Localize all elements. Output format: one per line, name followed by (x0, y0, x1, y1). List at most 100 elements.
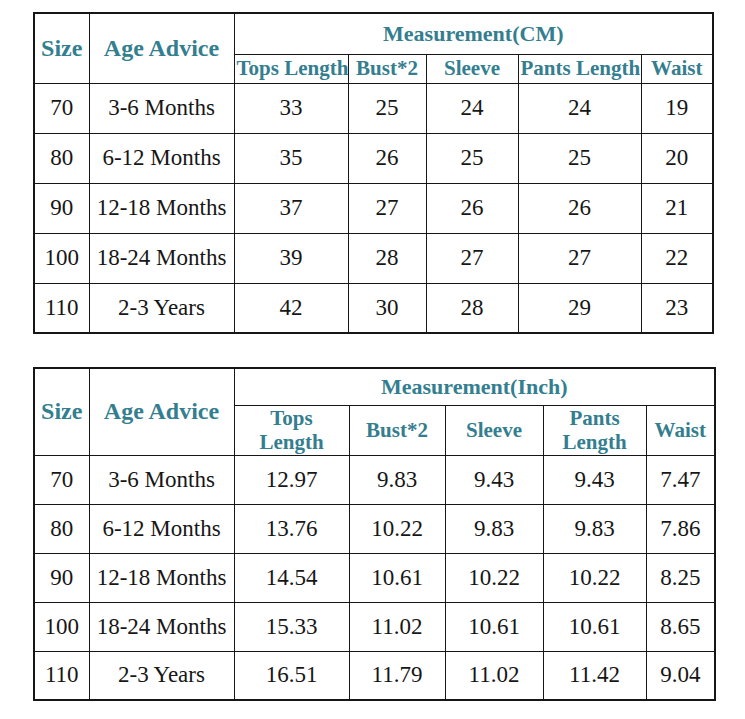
table-header: SizeAge AdviceMeasurement(Inch)Tops Leng… (34, 368, 715, 455)
value-cell: 27 (348, 183, 426, 233)
value-cell: 9.04 (646, 651, 715, 700)
column-header-tops-length: Tops Length (234, 54, 348, 83)
table-row: 806-12 Months3526252520 (34, 133, 713, 183)
age-cell: 2-3 Years (89, 651, 234, 700)
measurement-header: Measurement(Inch) (234, 368, 715, 405)
age-cell: 2-3 Years (89, 283, 234, 333)
table-row: 1102-3 Years4230282923 (34, 283, 713, 333)
table-body: 703-6 Months3325242419806-12 Months35262… (34, 83, 713, 333)
value-cell: 27 (518, 233, 641, 283)
value-cell: 26 (348, 133, 426, 183)
size-chart-page: SizeAge AdviceMeasurement(CM)Tops Length… (0, 0, 745, 719)
value-cell: 8.25 (646, 553, 715, 602)
table-row: 806-12 Months13.7610.229.839.837.86 (34, 504, 715, 553)
value-cell: 10.61 (543, 602, 646, 651)
value-cell: 28 (426, 283, 518, 333)
table-header: SizeAge AdviceMeasurement(CM)Tops Length… (34, 13, 713, 83)
size-cell: 70 (34, 455, 89, 504)
age-cell: 6-12 Months (89, 133, 234, 183)
value-cell: 9.83 (349, 455, 445, 504)
value-cell: 11.79 (349, 651, 445, 700)
size-table-cm: SizeAge AdviceMeasurement(CM)Tops Length… (33, 12, 714, 334)
size-cell: 110 (34, 283, 89, 333)
age-cell: 6-12 Months (89, 504, 234, 553)
value-cell: 7.86 (646, 504, 715, 553)
value-cell: 9.83 (543, 504, 646, 553)
column-header-bust-2: Bust*2 (348, 54, 426, 83)
measurement-header: Measurement(CM) (234, 13, 713, 54)
value-cell: 16.51 (234, 651, 349, 700)
table-row: 703-6 Months12.979.839.439.437.47 (34, 455, 715, 504)
value-cell: 33 (234, 83, 348, 133)
table-row: 1102-3 Years16.5111.7911.0211.429.04 (34, 651, 715, 700)
value-cell: 11.02 (349, 602, 445, 651)
size-header: Size (34, 13, 89, 83)
value-cell: 15.33 (234, 602, 349, 651)
size-cell: 100 (34, 233, 89, 283)
value-cell: 25 (426, 133, 518, 183)
value-cell: 10.22 (543, 553, 646, 602)
age-cell: 18-24 Months (89, 602, 234, 651)
value-cell: 13.76 (234, 504, 349, 553)
value-cell: 25 (518, 133, 641, 183)
value-cell: 28 (348, 233, 426, 283)
value-cell: 7.47 (646, 455, 715, 504)
column-header-tops-length: Tops Length (234, 405, 349, 455)
size-cell: 90 (34, 183, 89, 233)
age-cell: 12-18 Months (89, 553, 234, 602)
value-cell: 24 (518, 83, 641, 133)
value-cell: 10.61 (349, 553, 445, 602)
value-cell: 20 (641, 133, 713, 183)
column-header-bust-2: Bust*2 (349, 405, 445, 455)
size-cell: 80 (34, 504, 89, 553)
value-cell: 9.43 (445, 455, 543, 504)
header-row-measurement: SizeAge AdviceMeasurement(Inch) (34, 368, 715, 405)
value-cell: 11.42 (543, 651, 646, 700)
value-cell: 27 (426, 233, 518, 283)
value-cell: 19 (641, 83, 713, 133)
value-cell: 9.83 (445, 504, 543, 553)
column-header-waist: Waist (646, 405, 715, 455)
column-header-pants-length: Pants Length (518, 54, 641, 83)
value-cell: 26 (518, 183, 641, 233)
age-cell: 3-6 Months (89, 455, 234, 504)
value-cell: 12.97 (234, 455, 349, 504)
value-cell: 21 (641, 183, 713, 233)
value-cell: 35 (234, 133, 348, 183)
size-cell: 70 (34, 83, 89, 133)
value-cell: 10.22 (349, 504, 445, 553)
age-advice-header: Age Advice (89, 368, 234, 455)
size-cell: 80 (34, 133, 89, 183)
column-header-pants-length: Pants Length (543, 405, 646, 455)
age-advice-header: Age Advice (89, 13, 234, 83)
value-cell: 23 (641, 283, 713, 333)
value-cell: 29 (518, 283, 641, 333)
table-row: 703-6 Months3325242419 (34, 83, 713, 133)
size-cell: 110 (34, 651, 89, 700)
table-row: 9012-18 Months14.5410.6110.2210.228.25 (34, 553, 715, 602)
size-cell: 90 (34, 553, 89, 602)
size-header: Size (34, 368, 89, 455)
value-cell: 39 (234, 233, 348, 283)
value-cell: 11.02 (445, 651, 543, 700)
column-header-waist: Waist (641, 54, 713, 83)
value-cell: 14.54 (234, 553, 349, 602)
value-cell: 10.22 (445, 553, 543, 602)
value-cell: 9.43 (543, 455, 646, 504)
table-row: 10018-24 Months15.3311.0210.6110.618.65 (34, 602, 715, 651)
value-cell: 25 (348, 83, 426, 133)
value-cell: 42 (234, 283, 348, 333)
size-table-inch: SizeAge AdviceMeasurement(Inch)Tops Leng… (33, 367, 716, 701)
table-body: 703-6 Months12.979.839.439.437.47806-12 … (34, 455, 715, 700)
value-cell: 37 (234, 183, 348, 233)
value-cell: 22 (641, 233, 713, 283)
value-cell: 26 (426, 183, 518, 233)
age-cell: 18-24 Months (89, 233, 234, 283)
value-cell: 8.65 (646, 602, 715, 651)
value-cell: 30 (348, 283, 426, 333)
age-cell: 3-6 Months (89, 83, 234, 133)
column-header-sleeve: Sleeve (426, 54, 518, 83)
value-cell: 10.61 (445, 602, 543, 651)
column-header-sleeve: Sleeve (445, 405, 543, 455)
table-row: 10018-24 Months3928272722 (34, 233, 713, 283)
